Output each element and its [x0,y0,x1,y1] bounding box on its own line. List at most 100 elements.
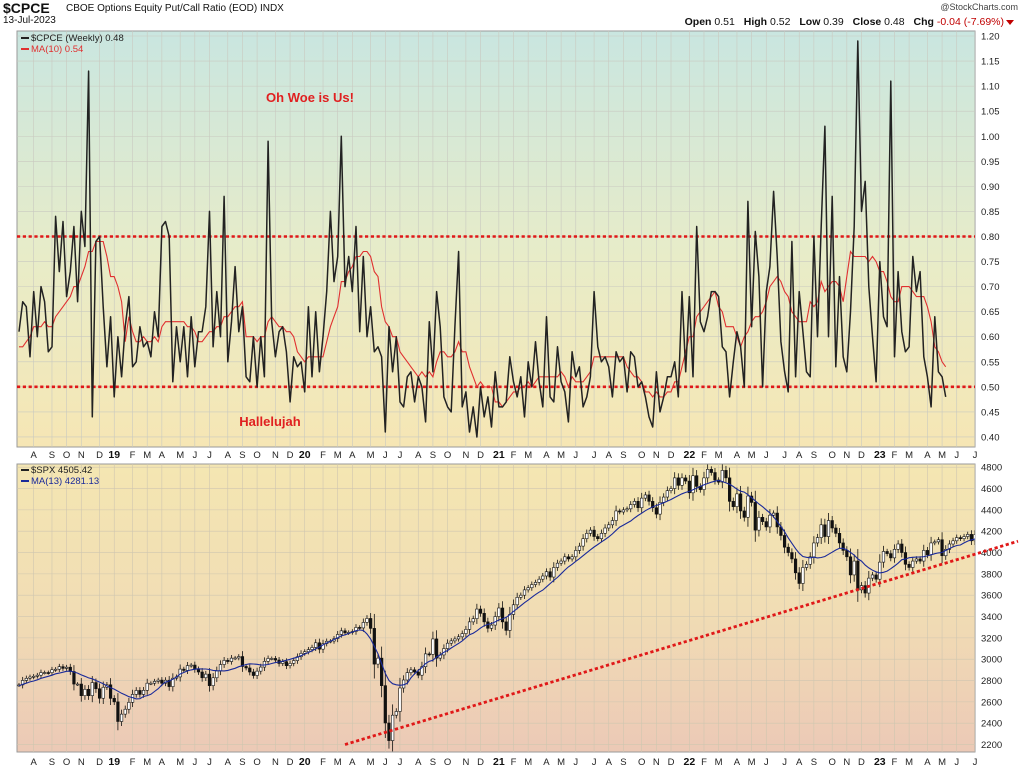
bottom-x-tick-label-58: J [954,757,959,768]
bottom-y-tick-label-1: 2400 [981,719,1002,730]
top-x-tick-label-9: M [176,450,184,461]
spx-candle-51 [204,670,208,681]
spx-candle-body-16 [76,683,80,686]
bottom-x-tick-label-23: J [398,757,403,768]
spx-candle-27 [116,693,120,731]
spx-candle-body-98 [376,657,380,665]
chg-value: -0.04 (-7.69%) [936,16,1004,28]
spx-series [17,464,1013,752]
spx-candle-100 [383,670,387,738]
spx-candle-119 [453,636,457,644]
spx-candle-body-92 [354,627,358,632]
spx-candle-256 [955,534,959,544]
top-x-tick-label-13: S [239,450,245,461]
spx-candle-body-104 [398,687,402,712]
spx-candle-body-126 [478,608,483,614]
spx-candle-250 [933,539,937,546]
top-x-tick-label-34: J [573,450,578,461]
spx-candle-body-168 [632,501,636,505]
spx-candle-body-226 [845,550,849,558]
spx-candle-193 [724,465,728,483]
spx-candle-body-150 [566,556,571,560]
spx-candle-body-125 [475,608,479,619]
top-x-tick-label-19: M [334,450,342,461]
spx-candle-153 [577,542,582,554]
spx-candle-body-102 [391,714,395,741]
spx-candle-body-60 [237,656,241,659]
spx-candle-118 [449,638,453,646]
bottom-x-tick-label-20: A [349,757,356,768]
spx-candle-body-61 [240,656,245,667]
spx-candle-body-5 [35,674,39,677]
bottom-x-tick-label-16: D [287,757,294,768]
spx-candle-body-257 [958,537,962,539]
spx-candle-body-255 [951,540,955,545]
spx-candle-257 [958,535,962,541]
spx-candle-body-164 [618,510,622,513]
spx-candle-106 [405,668,409,685]
top-x-tick-label-50: O [828,450,835,461]
spx-candle-172 [647,490,651,506]
top-y-tick-label-14: 1.10 [981,82,1000,93]
spx-candle-271 [1010,499,1013,514]
top-y-tick-label-9: 0.85 [981,207,1000,218]
spx-candle-body-163 [614,510,618,521]
spx-candle-body-111 [423,653,428,667]
spx-candle-35 [145,678,149,695]
spx-candle-58 [229,655,234,665]
bottom-x-tick-label-38: O [638,757,645,768]
spx-candle-body-37 [152,681,157,684]
top-x-tick-label-29: 21 [493,449,505,461]
spx-candle-28 [119,709,124,726]
spx-candle-body-259 [966,534,970,537]
spx-candle-94 [361,618,365,632]
bottom-panel-background [16,463,976,753]
spx-candle-64 [251,668,256,679]
top-x-tick-label-4: D [96,450,103,461]
spx-candle-body-132 [500,607,505,623]
top-x-tick-label-0: A [30,450,37,461]
bottom-x-tick-label-29: 21 [493,756,505,768]
spx-candle-body-214 [801,567,805,584]
top-y-tick-label-10: 0.90 [981,182,1000,193]
spx-candle-body-177 [665,490,669,498]
spx-candle-body-219 [819,524,823,538]
down-triangle-icon [1006,20,1014,25]
top-y-axis: 0.40 0.45 0.50 0.55 0.60 0.65 0.70 0.75 0.80 0.85… [981,32,1000,444]
spx-candle-210 [786,543,790,557]
spx-candle-body-99 [380,657,384,686]
spx-candle-body-147 [555,562,560,568]
spx-candle-240 [896,540,900,554]
top-x-tick-label-53: 23 [874,449,886,461]
spx-candle-125 [475,603,479,624]
spx-candle-body-63 [248,667,252,673]
bottom-y-tick-label-7: 3600 [981,591,1002,602]
top-x-tick-label-38: O [638,450,645,461]
top-y-tick-label-5: 0.65 [981,307,1000,318]
spx-candle-body-238 [889,553,893,559]
low-value: 0.39 [823,16,844,28]
spx-candle-body-253 [944,549,948,557]
top-x-tick-label-35: J [592,450,597,461]
spx-candle-body-148 [559,560,563,564]
spx-candle-body-103 [394,711,398,716]
spx-candle-body-246 [918,558,922,562]
spx-candle-body-244 [911,560,915,568]
spx-candle-body-174 [654,507,658,515]
top-x-tick-label-7: M [143,450,151,461]
spx-candle-body-183 [687,480,691,494]
spx-candle-body-79 [306,649,310,653]
spx-candle-body-137 [519,594,523,598]
spx-candle-body-42 [171,677,175,687]
spx-candle-53 [211,673,215,691]
top-x-tick-label-55: M [905,450,913,461]
bottom-x-tick-label-17: 20 [299,756,311,768]
top-x-tick-label-39: N [653,450,660,461]
top-y-tick-label-7: 0.75 [981,257,1000,268]
spx-candle-body-211 [790,552,794,560]
spx-candle-body-194 [728,477,732,502]
spx-candle-7 [43,670,47,675]
spx-candle-body-26 [112,698,116,703]
stockcharts-credit: @StockCharts.com [940,2,1018,12]
spx-candle-body-65 [255,670,259,676]
